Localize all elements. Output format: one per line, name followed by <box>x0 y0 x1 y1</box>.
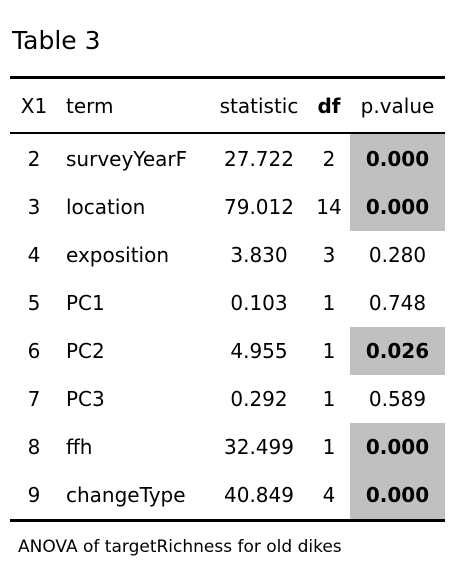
table-row: 8 ffh 32.499 1 0.000 <box>10 423 445 471</box>
table-row: 6 PC2 4.955 1 0.026 <box>10 327 445 375</box>
cell-statistic: 4.955 <box>230 339 288 363</box>
cell-df: 2 <box>322 147 336 171</box>
top-rule <box>10 76 445 79</box>
table-footnote: ANOVA of targetRichness for old dikes <box>18 537 342 557</box>
cell-statistic: 0.103 <box>230 291 288 315</box>
column-header-term: term <box>66 93 114 118</box>
cell-df: 3 <box>322 243 336 267</box>
table-row: 7 PC3 0.292 1 0.589 <box>10 375 445 423</box>
table-row: 9 changeType 40.849 4 0.000 <box>10 471 445 519</box>
cell-x1: 4 <box>27 243 41 267</box>
table-row: 4 exposition 3.830 3 0.280 <box>10 231 445 279</box>
column-header-p-value: p.value <box>360 93 435 118</box>
cell-term: surveyYearF <box>66 147 188 171</box>
cell-term: location <box>66 195 146 219</box>
cell-df: 1 <box>322 435 336 459</box>
cell-x1: 6 <box>27 339 41 363</box>
bottom-rule <box>10 519 445 522</box>
table-row: 3 location 79.012 14 0.000 <box>10 183 445 231</box>
table-header: X1 term statistic df p.value <box>10 79 445 132</box>
cell-term: exposition <box>66 243 170 267</box>
cell-df: 4 <box>322 483 336 507</box>
cell-x1: 9 <box>27 483 41 507</box>
cell-p-value: 0.000 <box>350 132 445 183</box>
cell-p-value: 0.026 <box>350 327 445 375</box>
cell-df: 1 <box>322 291 336 315</box>
cell-term: PC3 <box>66 387 105 411</box>
column-header-df: df <box>317 93 341 118</box>
cell-x1: 5 <box>27 291 41 315</box>
cell-p-value: 0.000 <box>350 471 445 519</box>
table-body: 2 surveyYearF 27.722 2 0.000 3 location 79.012 1… <box>10 132 445 519</box>
cell-term: changeType <box>66 483 186 507</box>
cell-df: 1 <box>322 339 336 363</box>
cell-p-value: 0.280 <box>368 243 427 267</box>
cell-x1: 7 <box>27 387 41 411</box>
column-header-statistic: statistic <box>219 93 299 118</box>
cell-df: 1 <box>322 387 336 411</box>
anova-table: X1 term statistic df p.value 2 surveyYear… <box>10 79 445 519</box>
cell-p-value: 0.000 <box>350 183 445 231</box>
cell-term: PC2 <box>66 339 105 363</box>
header-rule <box>10 132 445 134</box>
table-row: 5 PC1 0.103 1 0.748 <box>10 279 445 327</box>
header-row: X1 term statistic df p.value <box>10 79 445 132</box>
cell-p-value: 0.000 <box>350 423 445 471</box>
cell-p-value: 0.748 <box>368 291 427 315</box>
cell-statistic: 27.722 <box>224 147 294 171</box>
cell-x1: 8 <box>27 435 41 459</box>
table-caption: Table 3 <box>12 26 101 55</box>
cell-statistic: 0.292 <box>230 387 288 411</box>
cell-x1: 2 <box>27 147 41 171</box>
cell-p-value: 0.589 <box>368 387 427 411</box>
table-row: 2 surveyYearF 27.722 2 0.000 <box>10 132 445 183</box>
cell-x1: 3 <box>27 195 41 219</box>
cell-term: PC1 <box>66 291 105 315</box>
cell-statistic: 32.499 <box>224 435 294 459</box>
cell-statistic: 3.830 <box>230 243 288 267</box>
cell-term: ffh <box>66 435 93 459</box>
cell-statistic: 79.012 <box>224 195 294 219</box>
cell-statistic: 40.849 <box>224 483 294 507</box>
cell-df: 14 <box>316 195 342 219</box>
column-header-x1: X1 <box>20 93 48 118</box>
